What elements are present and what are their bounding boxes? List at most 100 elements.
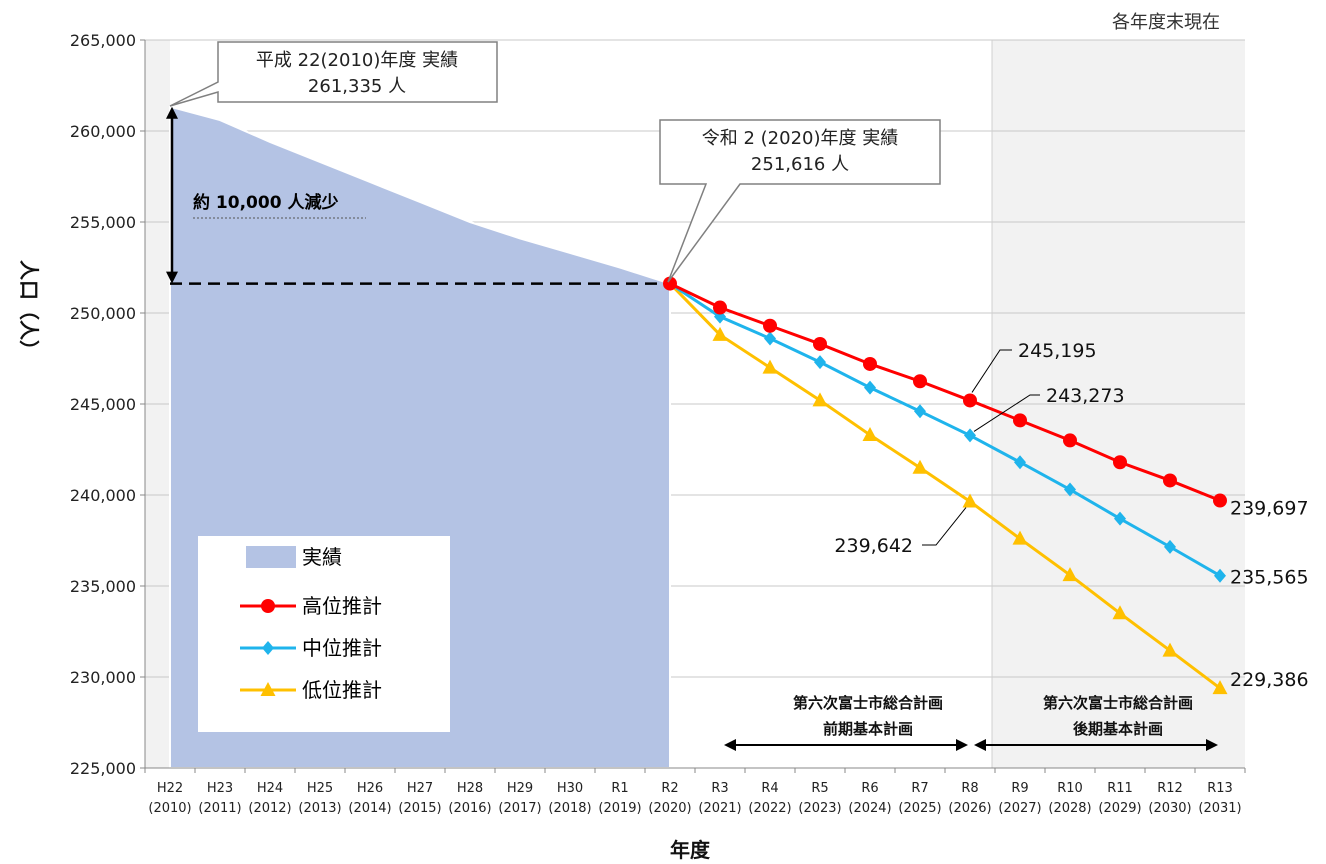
x-tick-label-year: (2012): [248, 801, 291, 816]
x-axis: H22 (2010) H23 (2011) H24 (2012) H25 (2013) H26 (…: [144, 768, 1246, 816]
data-point-diamond: [914, 404, 926, 419]
x-tick-label-era: H24: [257, 781, 283, 796]
data-point-circle: [1163, 473, 1177, 488]
x-tick-label-era: H25: [307, 781, 333, 796]
x-tick-label-era: H30: [557, 781, 583, 796]
data-label-high-r13: 239,697: [1230, 498, 1309, 520]
series-line-triangle: [668, 282, 1221, 690]
x-tick-label-era: R7: [911, 781, 928, 796]
x-tick-label-era: R1: [611, 781, 628, 796]
x-tick-label-era: R4: [761, 781, 778, 796]
x-tick-label-year: (2024): [848, 801, 891, 816]
x-tick-label-year: (2017): [498, 801, 541, 816]
leader-line-high: [971, 349, 1012, 393]
y-tick-label: 255,000: [70, 213, 136, 232]
x-tick-label-year: (2028): [1048, 801, 1091, 816]
period-2-line1: 第六次富士市総合計画: [1043, 694, 1193, 712]
x-tick-label-era: R13: [1207, 781, 1233, 796]
x-tick-label-era: R11: [1107, 781, 1133, 796]
legend-label-actual: 実績: [302, 545, 342, 569]
callout-mid-line2: 251,616 人: [751, 154, 849, 175]
period-arrow-head-left: [724, 739, 736, 751]
leader-line-mid: [973, 394, 1040, 432]
x-tick-label-year: (2010): [148, 801, 191, 816]
y-tick-label: 230,000: [70, 668, 136, 687]
data-point-triangle: [812, 392, 828, 407]
callout-start-line2: 261,335 人: [308, 76, 406, 97]
data-point-diamond: [1064, 482, 1076, 497]
data-point-triangle: [1012, 530, 1028, 545]
y-tick-label: 265,000: [70, 31, 136, 50]
x-tick-label-year: (2020): [648, 801, 691, 816]
callout-start-box: [169, 41, 498, 107]
period-1-line2: 前期基本計画: [823, 720, 913, 738]
periods-layer: 第六次富士市総合計画 前期基本計画 第六次富士市総合計画 後期基本計画: [724, 694, 1218, 751]
callout-mid-line1: 令和 2 (2020)年度 実績: [702, 128, 898, 149]
data-point-triangle: [962, 493, 978, 508]
data-point-diamond: [964, 428, 976, 443]
data-point-circle: [1213, 493, 1227, 508]
data-label-mid-r8: 243,273: [1046, 385, 1125, 407]
x-tick-label-era: R9: [1011, 781, 1028, 796]
x-tick-label-year: (2018): [548, 801, 591, 816]
data-point-diamond: [1114, 511, 1126, 526]
x-tick-label-era: R8: [961, 781, 978, 796]
data-point-diamond: [864, 380, 876, 395]
legend-label-diamond: 中位推計: [302, 636, 382, 660]
period-arrow-head-left: [974, 739, 986, 751]
x-tick-label-era: R12: [1157, 781, 1183, 796]
x-tick-label-year: (2022): [748, 801, 791, 816]
data-point-circle: [813, 336, 827, 351]
x-tick-label-era: R2: [661, 781, 678, 796]
data-point-circle: [1063, 433, 1077, 448]
legend-label-triangle: 低位推計: [302, 678, 382, 702]
x-tick-label-year: (2015): [398, 801, 441, 816]
data-point-circle: [1013, 413, 1027, 428]
data-label-high-r8: 245,195: [1018, 340, 1097, 362]
series-line-circle: [669, 282, 1221, 502]
period-1-line1: 第六次富士市総合計画: [793, 694, 943, 712]
x-tick-label-year: (2011): [198, 801, 241, 816]
x-axis-title: 年度: [670, 838, 711, 862]
y-tick-label: 260,000: [70, 122, 136, 141]
x-tick-label-year: (2031): [1198, 801, 1241, 816]
data-point-circle: [863, 356, 877, 371]
y-axis: 225,000 230,000 235,000 240,000 245,000 250,0…: [70, 31, 145, 778]
data-point-triangle: [762, 359, 778, 374]
x-tick-label-era: H23: [207, 781, 233, 796]
callout-start: 平成 22(2010)年度 実績 261,335 人: [169, 41, 498, 107]
callout-mid-box: [659, 119, 941, 283]
data-point-diamond: [1214, 568, 1226, 583]
data-point-triangle: [862, 426, 878, 441]
x-tick-label-year: (2027): [998, 801, 1041, 816]
x-tick-label-year: (2029): [1098, 801, 1141, 816]
data-point-diamond: [1014, 455, 1026, 470]
legend-box: [198, 536, 450, 732]
decrease-label: 約 10,000 人減少: [193, 192, 338, 213]
y-tick-label: 245,000: [70, 395, 136, 414]
data-point-triangle: [1162, 642, 1178, 657]
data-label-low-r13: 229,386: [1230, 669, 1309, 691]
x-tick-label-era: H27: [407, 781, 433, 796]
legend-swatch-actual: [246, 546, 296, 568]
data-point-circle: [913, 374, 927, 389]
data-label-mid-r13: 235,565: [1230, 567, 1309, 589]
data-point-circle: [1113, 455, 1127, 470]
period-2-line2: 後期基本計画: [1072, 720, 1163, 738]
x-tick-label-year: (2013): [298, 801, 341, 816]
data-point-triangle: [712, 326, 728, 341]
data-point-diamond: [814, 355, 826, 370]
period-arrow-head-right: [1206, 739, 1218, 751]
x-tick-label-year: (2016): [448, 801, 491, 816]
leader-line-low: [922, 507, 967, 546]
x-tick-label-year: (2026): [948, 801, 991, 816]
x-tick-label-year: (2030): [1148, 801, 1191, 816]
legend-marker-triangle: [260, 682, 276, 696]
data-point-triangle: [1212, 680, 1228, 695]
period-arrow-head-right: [956, 739, 968, 751]
x-tick-label-era: R10: [1057, 781, 1083, 796]
decrease-arrow-head-bottom: [166, 271, 178, 284]
